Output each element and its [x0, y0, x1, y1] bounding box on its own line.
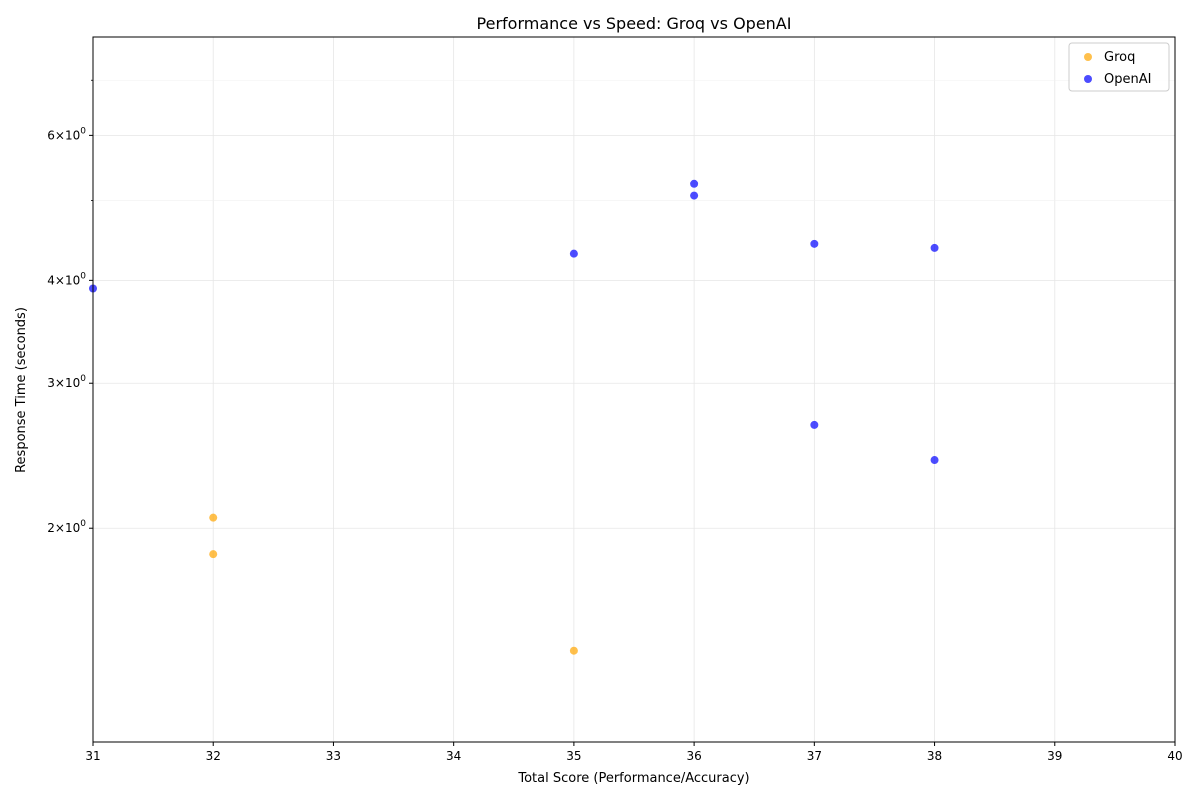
- y-tick-label: 4×100: [47, 271, 86, 287]
- y-tick-label: 3×100: [47, 374, 86, 390]
- x-tick-label: 34: [446, 749, 461, 763]
- grid: [92, 37, 1176, 742]
- legend-marker-openai: [1084, 75, 1092, 83]
- groq-point: [209, 550, 218, 559]
- x-tick-label: 39: [1047, 749, 1062, 763]
- x-tick-label: 38: [927, 749, 942, 763]
- openai-point: [930, 456, 939, 465]
- legend-marker-groq: [1084, 53, 1092, 61]
- plot-frame: [92, 36, 1176, 743]
- openai-point: [810, 239, 819, 248]
- openai-point: [930, 243, 939, 252]
- legend: Groq OpenAI: [1068, 42, 1170, 92]
- chart-title: Performance vs Speed: Groq vs OpenAI: [477, 14, 792, 33]
- x-tick-label: 36: [686, 749, 701, 763]
- openai-point: [690, 191, 699, 200]
- y-tick-label: 6×100: [47, 126, 86, 142]
- groq-point: [209, 513, 218, 522]
- legend-label-openai: OpenAI: [1104, 72, 1151, 87]
- legend-label-groq: Groq: [1104, 50, 1135, 65]
- x-tick-label: 40: [1167, 749, 1182, 763]
- x-tick-label: 32: [206, 749, 221, 763]
- x-axis-title: Total Score (Performance/Accuracy): [517, 771, 749, 786]
- axis-ticks: 31 32 33 34 35 36 37 38 39 40 2×100 3×100 4×100 6×100: [47, 79, 1183, 763]
- openai-point: [690, 179, 699, 188]
- data-points: [89, 179, 939, 655]
- x-tick-label: 33: [326, 749, 341, 763]
- y-tick-label: 2×100: [47, 519, 86, 535]
- legend-box: [1068, 42, 1170, 92]
- x-tick-label: 37: [807, 749, 822, 763]
- x-tick-label: 35: [566, 749, 581, 763]
- y-axis-title: Response Time (seconds): [14, 307, 29, 473]
- openai-point: [810, 420, 819, 429]
- openai-point: [569, 249, 578, 258]
- groq-point: [569, 646, 578, 655]
- x-tick-label: 31: [85, 749, 100, 763]
